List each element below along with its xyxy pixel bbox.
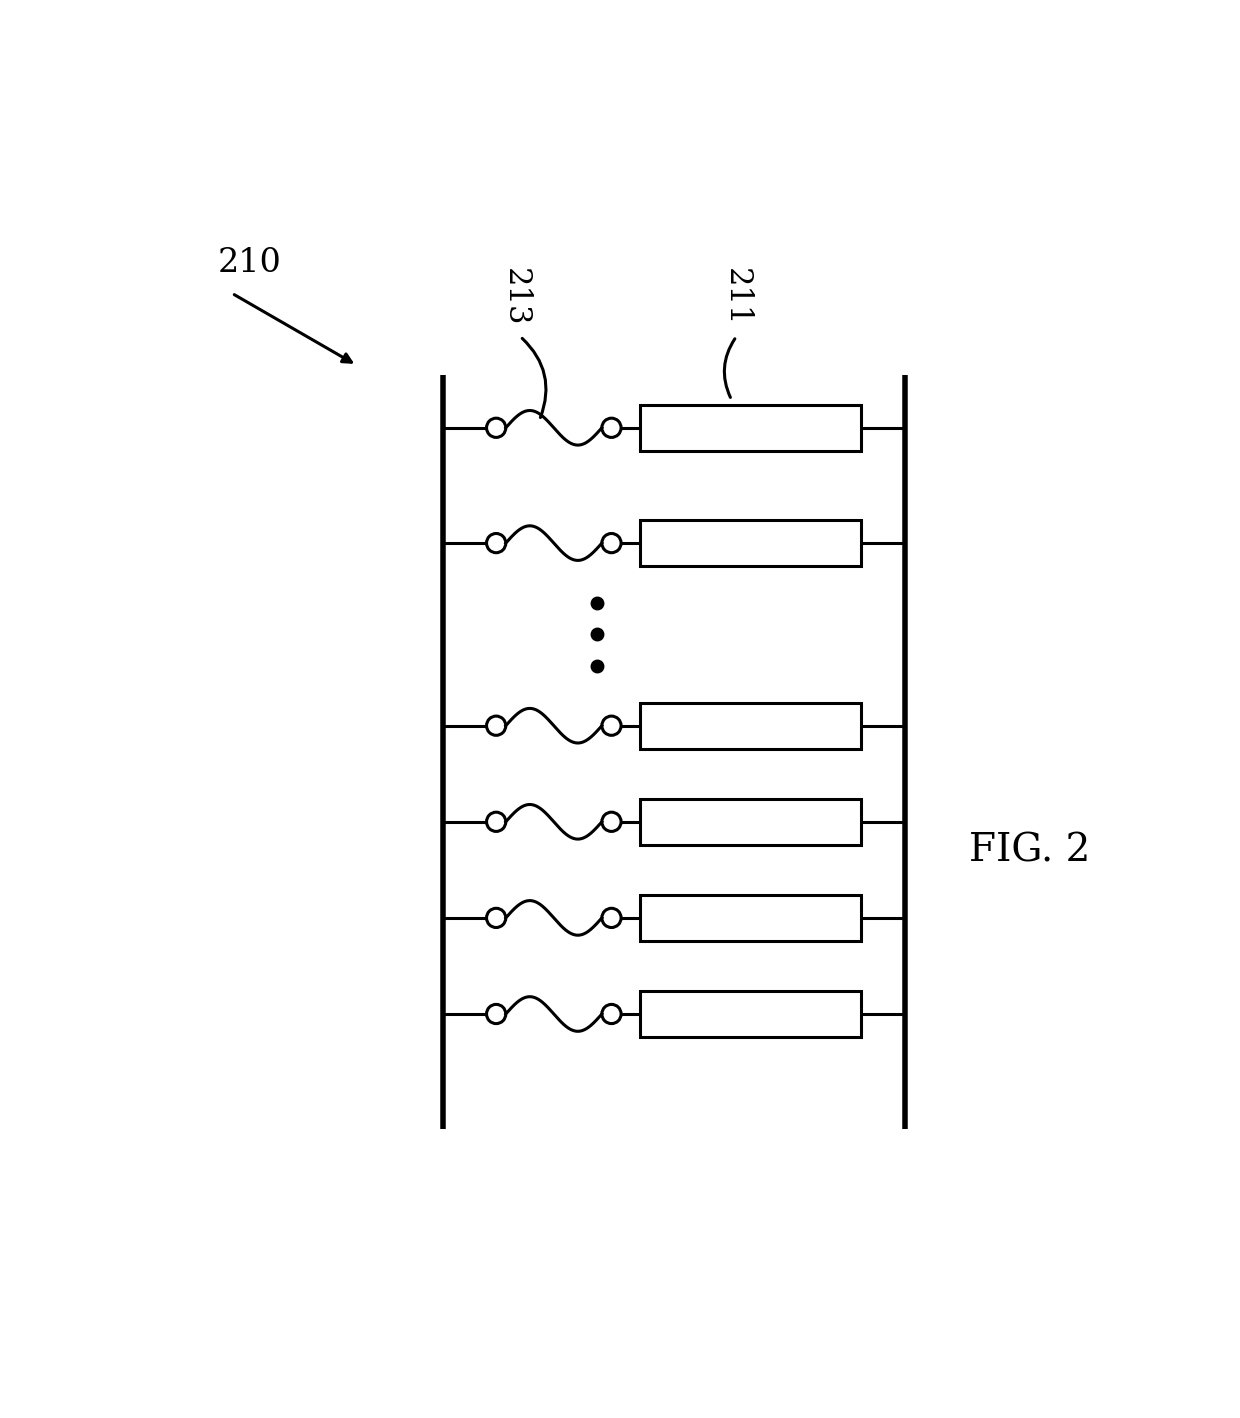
Text: 213: 213 (500, 268, 531, 328)
Text: FIG. 2: FIG. 2 (968, 832, 1090, 869)
Circle shape (486, 716, 506, 736)
Bar (640, 991, 862, 1037)
Circle shape (601, 909, 621, 927)
Circle shape (486, 813, 506, 831)
Bar (640, 798, 862, 845)
Bar (640, 895, 862, 942)
Circle shape (486, 533, 506, 553)
Text: 211: 211 (720, 268, 751, 328)
Circle shape (486, 909, 506, 927)
Circle shape (601, 533, 621, 553)
Circle shape (601, 1004, 621, 1024)
Bar (640, 520, 862, 566)
Circle shape (486, 1004, 506, 1024)
Bar (640, 404, 862, 451)
Bar (640, 703, 862, 749)
Circle shape (601, 716, 621, 736)
Text: 210: 210 (217, 247, 281, 279)
Circle shape (486, 418, 506, 437)
Circle shape (601, 813, 621, 831)
Circle shape (601, 418, 621, 437)
